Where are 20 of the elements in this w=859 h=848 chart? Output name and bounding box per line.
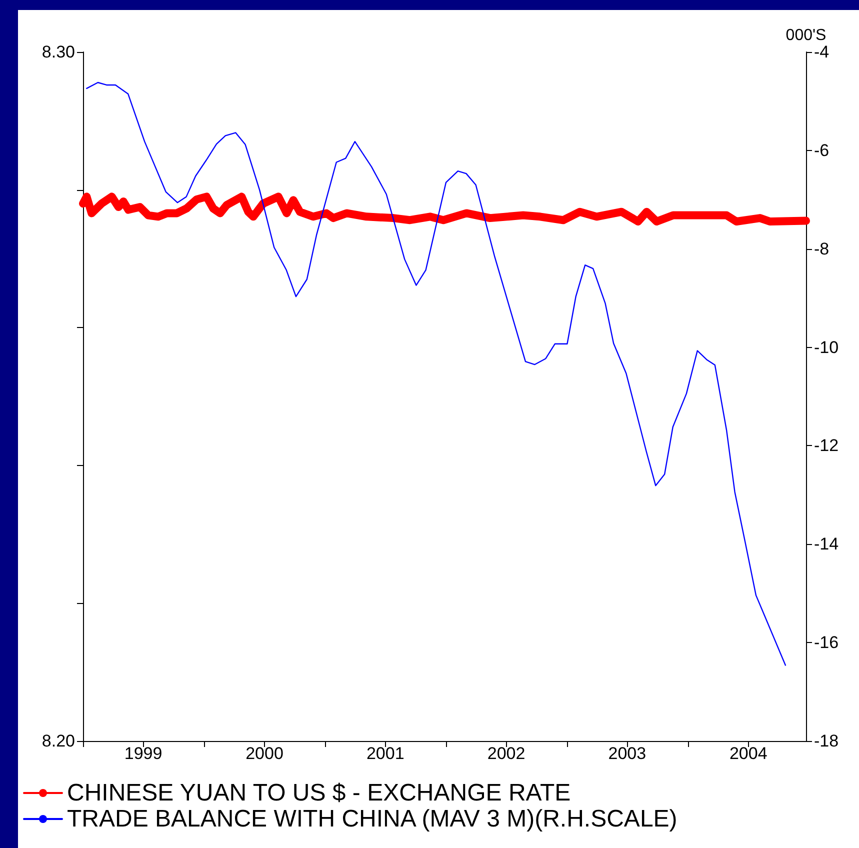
y2-tick-label: -6 xyxy=(814,140,830,160)
y2-tick-label: -14 xyxy=(814,534,839,554)
y2-tick-label: -8 xyxy=(814,239,830,258)
x-tick-label: 2001 xyxy=(366,744,404,763)
y-tick-label: 8.30 xyxy=(42,42,75,62)
y2-tick-label: -10 xyxy=(814,338,839,357)
line-series xyxy=(86,82,786,666)
x-tick-label: 1999 xyxy=(124,744,162,763)
x-tick-label: 2000 xyxy=(246,744,284,763)
legend-label: TRADE BALANCE WITH CHINA (MAV 3 M)(R.H.SCALE) xyxy=(67,806,678,832)
legend-label: CHINESE YUAN TO US $ - EXCHANGE RATE xyxy=(67,780,571,806)
x-tick-label: 2003 xyxy=(608,744,646,763)
y2-tick-label: -12 xyxy=(814,436,839,456)
x-tick-label: 2004 xyxy=(729,744,768,763)
y2-tick-label: -18 xyxy=(814,732,839,750)
y-tick-label: 8.20 xyxy=(42,732,75,750)
y2-tick-label: -16 xyxy=(814,633,839,652)
y2-axis-title: 000'S xyxy=(786,27,826,44)
x-tick-label: 2002 xyxy=(487,744,526,763)
y2-tick-label: -4 xyxy=(814,42,830,62)
